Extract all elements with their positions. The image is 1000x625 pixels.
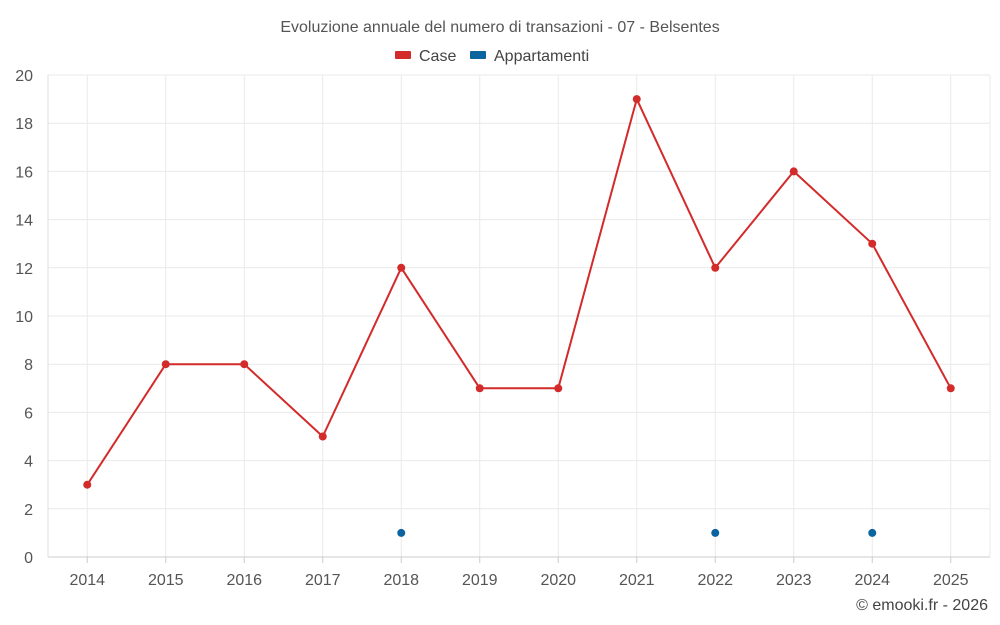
y-axis-ticks: 0 2 4 6 8 10 12 14 16 18 20: [15, 68, 33, 567]
x-tick-label: 2014: [69, 572, 105, 589]
y-tick-label: 12: [15, 261, 33, 278]
x-tick-label: 2018: [383, 572, 419, 589]
y-tick-label: 8: [24, 357, 33, 374]
point-case-2022[interactable]: [711, 263, 720, 272]
x-tick-label: 2022: [697, 572, 733, 589]
y-tick-label: 6: [24, 405, 33, 422]
x-tick-label: 2021: [619, 572, 655, 589]
point-case-2020[interactable]: [554, 384, 563, 393]
legend-label-case[interactable]: Case: [419, 48, 456, 65]
x-tick-label: 2016: [226, 572, 262, 589]
x-tick-label: 2023: [776, 572, 812, 589]
point-appartamenti-2022[interactable]: [711, 528, 720, 537]
y-tick-label: 14: [15, 213, 33, 230]
y-tick-label: 20: [15, 68, 33, 85]
point-case-2016[interactable]: [240, 360, 249, 369]
point-case-2025[interactable]: [946, 384, 955, 393]
x-tick-label: 2020: [540, 572, 576, 589]
point-appartamenti-2024[interactable]: [868, 528, 877, 537]
y-tick-label: 0: [24, 550, 33, 567]
point-case-2024[interactable]: [868, 239, 877, 248]
point-case-2018[interactable]: [397, 263, 406, 272]
x-tick-label: 2019: [462, 572, 498, 589]
point-case-2019[interactable]: [475, 384, 484, 393]
point-appartamenti-2018[interactable]: [397, 528, 406, 537]
x-tick-label: 2024: [854, 572, 890, 589]
legend: Case Appartamenti: [395, 48, 589, 65]
point-case-2021[interactable]: [632, 95, 641, 104]
point-case-2015[interactable]: [161, 360, 170, 369]
y-tick-label: 18: [15, 116, 33, 133]
y-tick-label: 10: [15, 309, 33, 326]
y-tick-label: 2: [24, 502, 33, 519]
x-axis-ticks: 2014 2015 2016 2017 2018 2019 2020 2021 2022 2023…: [69, 557, 969, 589]
x-tick-label: 2017: [305, 572, 341, 589]
point-case-2014[interactable]: [83, 480, 92, 489]
chart-title: Evoluzione annuale del numero di transaz…: [280, 19, 719, 36]
point-case-2017[interactable]: [318, 432, 327, 441]
x-tick-label: 2025: [933, 572, 969, 589]
x-tick-label: 2015: [148, 572, 184, 589]
series-layer: [83, 95, 955, 537]
legend-swatch-case: [395, 51, 411, 59]
legend-label-appartamenti[interactable]: Appartamenti: [494, 48, 589, 65]
legend-swatch-appartamenti: [470, 51, 486, 59]
grid: [47, 74, 991, 558]
y-tick-label: 4: [24, 454, 33, 471]
point-case-2023[interactable]: [789, 167, 798, 176]
series-line-case: [86, 98, 952, 486]
credit-text: © emooki.fr - 2026: [856, 597, 988, 614]
y-tick-label: 16: [15, 164, 33, 181]
